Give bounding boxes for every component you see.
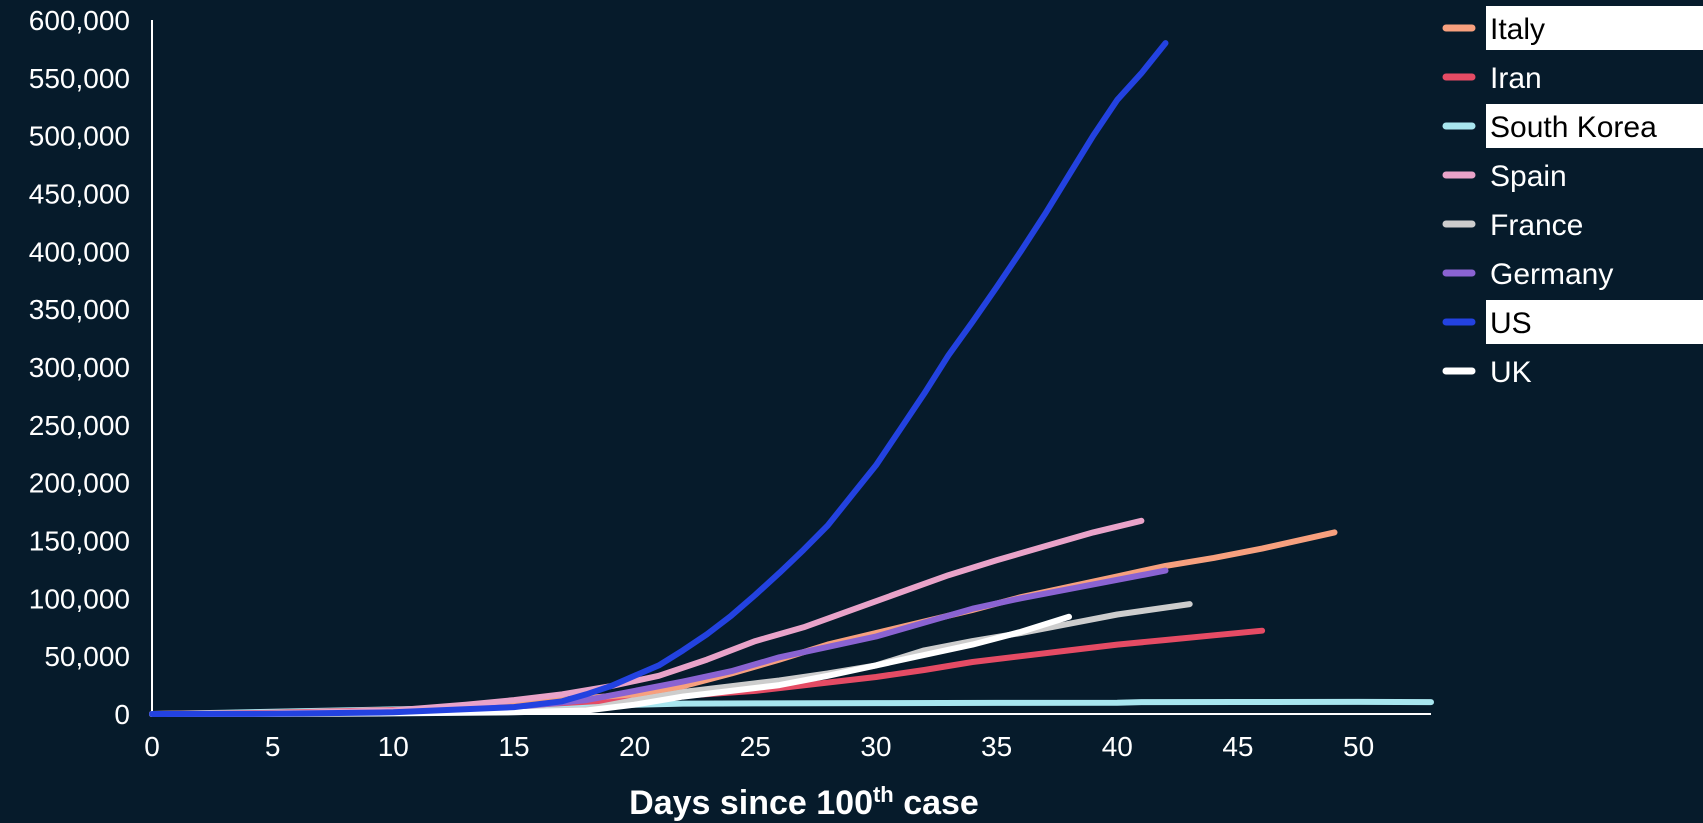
legend-label: Germany [1490, 258, 1613, 291]
x-axis-label-main: Days since 100 [629, 784, 873, 822]
y-tick-labels: 0 50,000 100,000 150,000 200,000 250,000 300,0… [29, 5, 130, 730]
series-lines [149, 40, 1434, 717]
x-axis-label-superscript: th [873, 782, 894, 807]
x-tick-label: 25 [740, 731, 771, 762]
x-tick-label: 0 [144, 731, 160, 762]
series-line-spain [149, 517, 1145, 717]
y-tick-label: 150,000 [29, 526, 130, 557]
x-tick-label: 15 [498, 731, 529, 762]
y-tick-label: 0 [114, 699, 130, 730]
x-axis-label: Days since 100th case [629, 782, 979, 822]
legend-item-spain: Spain [1442, 160, 1567, 193]
legend-label: UK [1490, 356, 1532, 389]
legend: Italy Iran South Korea Spain France Germany US… [1442, 6, 1703, 389]
legend-item-uk: UK [1442, 356, 1532, 389]
legend-label: Italy [1490, 13, 1545, 46]
x-tick-label: 10 [378, 731, 409, 762]
legend-item-italy: Italy [1442, 6, 1703, 50]
y-tick-label: 100,000 [29, 583, 130, 614]
series-line-italy [149, 529, 1338, 717]
legend-label: South Korea [1490, 111, 1657, 144]
y-tick-label: 250,000 [29, 410, 130, 441]
y-tick-label: 600,000 [29, 5, 130, 36]
y-tick-label: 500,000 [29, 121, 130, 152]
x-tick-label: 45 [1222, 731, 1253, 762]
legend-highlight [1486, 6, 1703, 50]
legend-highlight [1486, 300, 1703, 344]
legend-label: US [1490, 307, 1532, 340]
x-tick-label: 20 [619, 731, 650, 762]
x-tick-label: 50 [1343, 731, 1374, 762]
legend-label: Iran [1490, 62, 1542, 95]
y-tick-label: 300,000 [29, 352, 130, 383]
legend-item-germany: Germany [1442, 258, 1613, 291]
legend-item-iran: Iran [1442, 62, 1542, 95]
x-axis-label-tail: case [894, 784, 979, 822]
y-tick-label: 200,000 [29, 468, 130, 499]
y-tick-label: 550,000 [29, 63, 130, 94]
legend-highlight [1486, 104, 1703, 148]
legend-item-us: US [1442, 300, 1703, 344]
x-tick-label: 40 [1102, 731, 1133, 762]
x-tick-labels: 0 5 10 15 20 25 30 35 40 45 50 [144, 731, 1374, 762]
legend-item-france: France [1442, 209, 1583, 242]
series-line-us [149, 40, 1169, 717]
legend-label: Spain [1490, 160, 1567, 193]
y-tick-label: 50,000 [44, 641, 130, 672]
x-tick-label: 5 [265, 731, 281, 762]
legend-item-south-korea: South Korea [1442, 104, 1703, 148]
y-tick-label: 350,000 [29, 294, 130, 325]
legend-label: France [1490, 209, 1583, 242]
x-tick-label: 35 [981, 731, 1012, 762]
x-tick-label: 30 [860, 731, 891, 762]
y-tick-label: 450,000 [29, 179, 130, 210]
y-tick-label: 400,000 [29, 236, 130, 267]
